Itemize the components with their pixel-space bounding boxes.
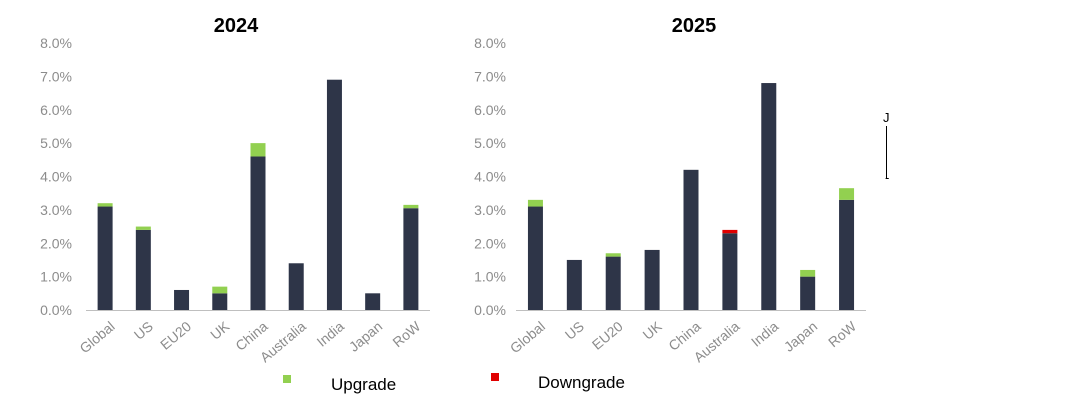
bar-base-uk [644,249,660,310]
legend-upgrade-swatch [283,375,291,383]
bar-base-japan [800,276,816,310]
bar-base-australia [288,263,304,310]
bar-upgrade-china [250,143,266,157]
clipped-edge-text-2: - [885,170,889,185]
x-tick-label-us: US [131,318,156,343]
legend: Upgrade Downgrade [283,373,625,394]
y-tick-label: 8.0% [40,35,72,51]
clipped-edge-text-1: J [883,110,890,125]
y-tick-label: 5.0% [40,135,72,151]
x-tick-label-india: India [748,318,782,350]
x-tick-label-us: US [562,318,587,343]
y-tick-label: 6.0% [474,102,506,118]
x-tick-label-japan: Japan [346,318,386,355]
y-tick-label: 0.0% [474,302,506,318]
bar-downgrade-australia [722,229,738,234]
y-tick-label: 1.0% [474,269,506,285]
bar-upgrade-eu20 [605,253,621,257]
x-tick-label-global: Global [507,318,548,356]
bar-base-row [403,208,419,310]
y-tick-label: 4.0% [40,169,72,185]
bar-base-global [97,206,113,310]
chart-2024: 2024 0.0% 1.0% 2.0% 3.0% 4.0% 5.0% 6.0% 7.0% 8.0%… [40,15,430,365]
bar-base-us [566,259,582,310]
bar-base-india [761,83,777,310]
bar-upgrade-japan [800,269,816,277]
bar-upgrade-global [527,199,543,207]
bar-base-eu20 [605,256,621,310]
x-tick-label-row: RoW [825,318,860,351]
x-tick-label-uk: UK [207,318,233,343]
bar-upgrade-uk [212,286,228,294]
y-tick-label: 3.0% [474,202,506,218]
x-tick-label-eu20: EU20 [589,318,626,353]
legend-downgrade-swatch [491,373,499,381]
bar-upgrade-global [97,203,113,207]
x-tick-label-global: Global [76,318,117,356]
bar-upgrade-us [135,226,151,230]
bar-upgrade-row [839,188,855,200]
x-tick-label-japan: Japan [781,318,821,355]
bar-base-row [839,199,855,310]
bar-base-india [326,79,342,311]
y-tick-label: 2.0% [40,235,72,251]
y-tick-label: 0.0% [40,302,72,318]
y-tick-label: 4.0% [474,169,506,185]
x-tick-label-eu20: EU20 [157,318,194,353]
x-tick-label-india: India [314,318,348,350]
clipped-edge-line [886,126,887,178]
bar-base-australia [722,233,738,310]
legend-upgrade-label: Upgrade [331,375,396,394]
y-tick-label: 3.0% [40,202,72,218]
bar-upgrade-row [403,204,419,209]
bar-base-uk [212,293,228,310]
bar-base-global [527,206,543,310]
clipped-edge-marks: J - [883,110,890,185]
legend-downgrade-label: Downgrade [538,373,625,392]
y-tick-label: 7.0% [474,68,506,84]
bar-base-china [683,169,699,310]
x-tick-label-uk: UK [640,318,666,343]
bar-base-us [135,229,151,310]
bar-base-japan [365,293,381,310]
chart-title: 2024 [214,15,259,37]
y-tick-label: 1.0% [40,269,72,285]
x-tick-label-row: RoW [389,318,424,351]
y-tick-label: 6.0% [40,102,72,118]
y-tick-label: 7.0% [40,68,72,84]
bar-base-eu20 [174,289,190,310]
chart-title: 2025 [672,15,717,37]
chart-2025: 2025 0.0% 1.0% 2.0% 3.0% 4.0% 5.0% 6.0% 7.0% 8.0%… [474,15,866,365]
y-tick-label: 5.0% [474,135,506,151]
y-tick-label: 2.0% [474,235,506,251]
y-tick-label: 8.0% [474,35,506,51]
bar-base-china [250,156,266,310]
